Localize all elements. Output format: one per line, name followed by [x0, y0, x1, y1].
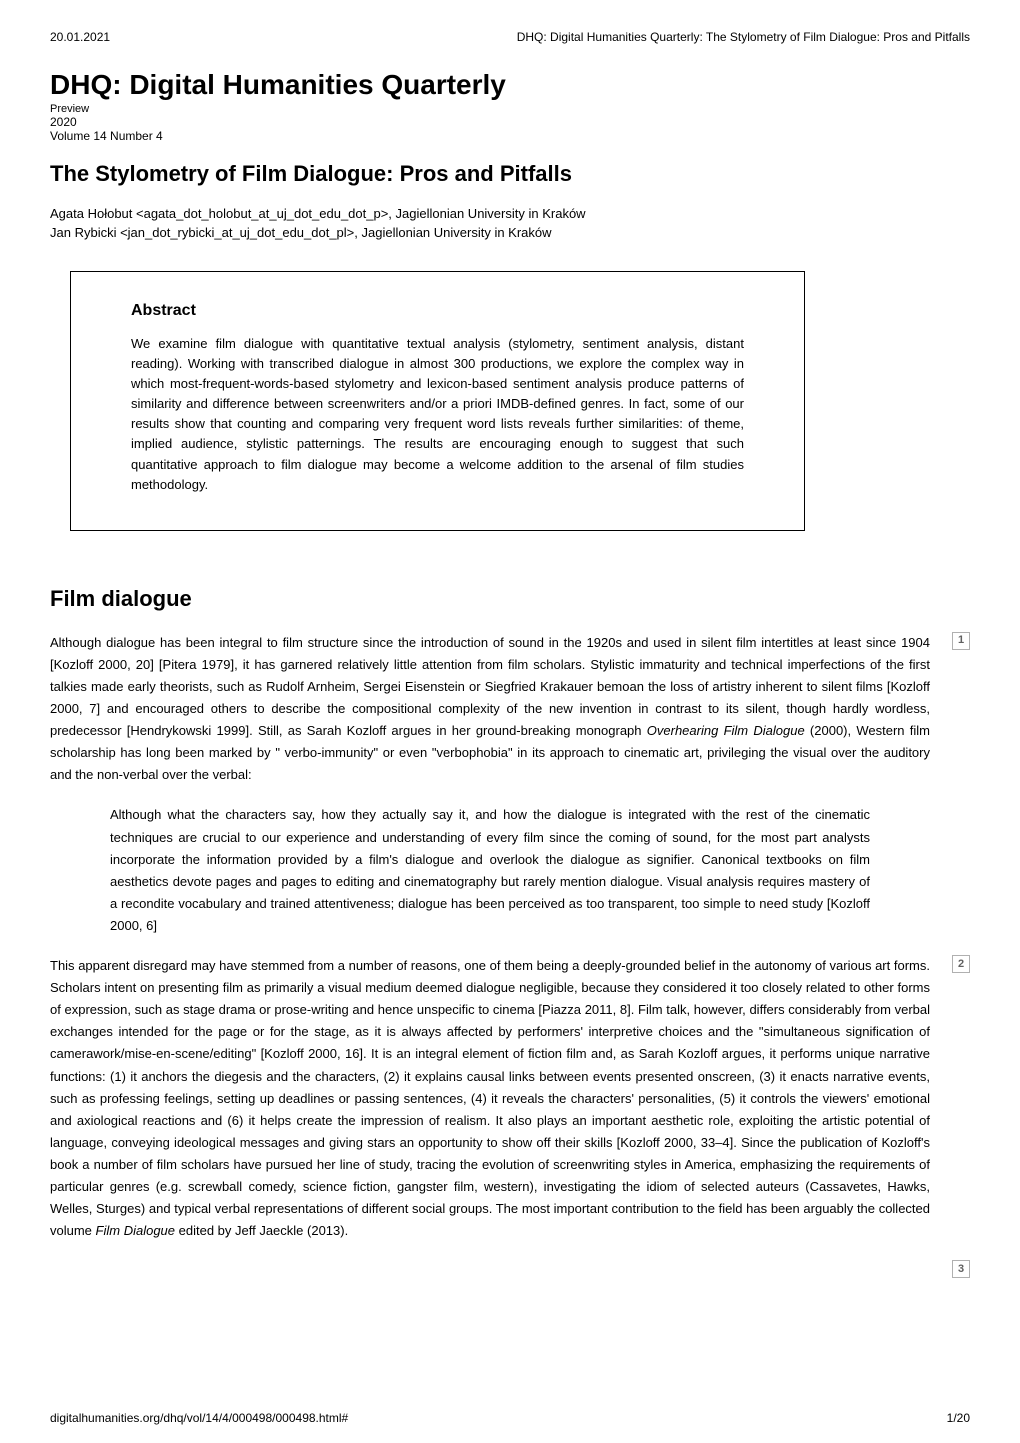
- para1-italic: Overhearing Film Dialogue: [647, 723, 805, 738]
- preview-label: Preview: [50, 103, 970, 115]
- authors-block: Agata Hołobut <agata_dot_holobut_at_uj_d…: [50, 205, 970, 243]
- journal-title: DHQ: Digital Humanities Quarterly: [50, 69, 970, 101]
- paragraph-1: Although dialogue has been integral to f…: [50, 632, 970, 787]
- section-heading: Film dialogue: [50, 586, 970, 612]
- para2-italic: Film Dialogue: [96, 1223, 175, 1238]
- article-title: The Stylometry of Film Dialogue: Pros an…: [50, 161, 970, 187]
- paragraph-3: 3: [50, 1260, 970, 1280]
- paragraph-number-1: 1: [952, 632, 970, 650]
- para2-text-b: edited by Jeff Jaeckle (2013).: [175, 1223, 348, 1238]
- blockquote-1: Although what the characters say, how th…: [110, 804, 910, 937]
- footer-page: 1/20: [947, 1411, 970, 1425]
- journal-year: 2020: [50, 115, 970, 129]
- para2-text-a: This apparent disregard may have stemmed…: [50, 958, 930, 1238]
- page-footer: digitalhumanities.org/dhq/vol/14/4/00049…: [50, 1411, 970, 1425]
- page-header: 20.01.2021 DHQ: Digital Humanities Quart…: [50, 30, 970, 44]
- footer-url: digitalhumanities.org/dhq/vol/14/4/00049…: [50, 1411, 348, 1425]
- header-date: 20.01.2021: [50, 30, 110, 44]
- paragraph-2: This apparent disregard may have stemmed…: [50, 955, 970, 1242]
- abstract-heading: Abstract: [131, 302, 744, 320]
- abstract-box: Abstract We examine film dialogue with q…: [70, 271, 805, 531]
- page: 20.01.2021 DHQ: Digital Humanities Quart…: [0, 0, 1020, 1443]
- paragraph-number-2: 2: [952, 955, 970, 973]
- author-line-2: Jan Rybicki <jan_dot_rybicki_at_uj_dot_e…: [50, 224, 970, 243]
- header-running-title: DHQ: Digital Humanities Quarterly: The S…: [517, 30, 970, 44]
- journal-volume: Volume 14 Number 4: [50, 129, 970, 143]
- abstract-text: We examine film dialogue with quantitati…: [131, 334, 744, 495]
- author-line-1: Agata Hołobut <agata_dot_holobut_at_uj_d…: [50, 205, 970, 224]
- paragraph-number-3: 3: [952, 1260, 970, 1278]
